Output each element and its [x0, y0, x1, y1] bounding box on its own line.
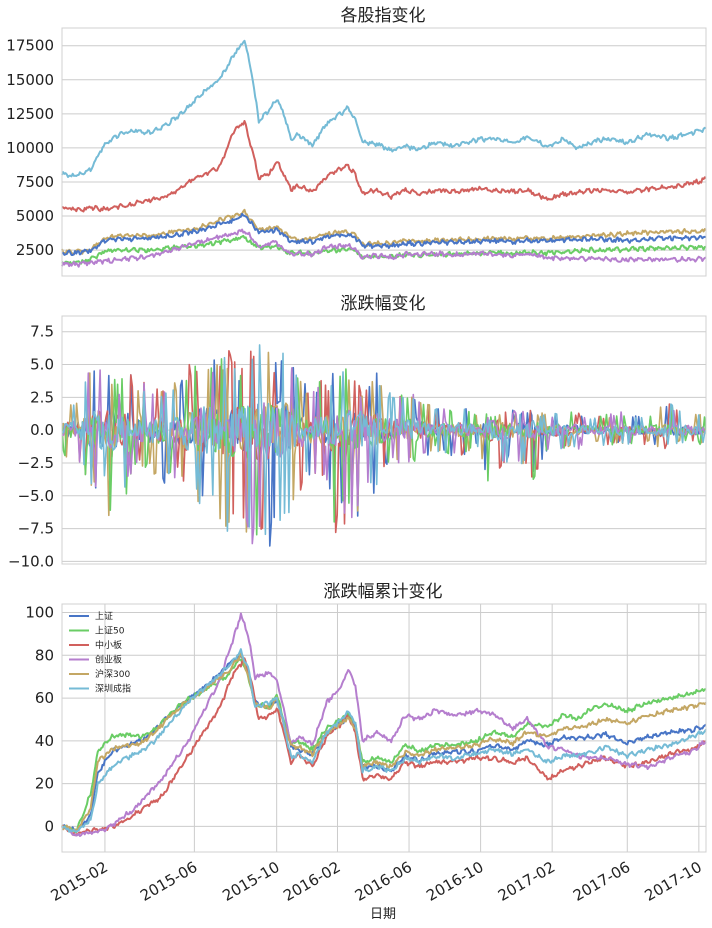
plot-frame	[61, 27, 707, 277]
y-tick-label: 15000	[6, 71, 54, 89]
y-tick-label: 10000	[6, 139, 54, 157]
change-panel: 涨跌幅变化 −10.0 −7.5 −5.0 −2.5 0.0 2.5 5.0 7.5	[8, 294, 707, 570]
y-tick-label: 100	[25, 604, 54, 622]
x-tick-label: 2017-10	[642, 858, 705, 905]
series-line-series-1	[61, 658, 707, 834]
series-line-sz_comp	[62, 344, 706, 536]
y-tick-label: 80	[35, 646, 54, 664]
series-line-cyb	[61, 228, 707, 268]
legend-label: 中小板	[95, 639, 122, 651]
y-tick-label: −2.5	[18, 454, 54, 472]
y-tick-label: 5000	[16, 207, 54, 225]
y-tick-label: −10.0	[8, 552, 54, 570]
legend-label: 上证50	[95, 626, 125, 637]
series-line-sh_comp	[61, 212, 707, 256]
x-tick-label: 2015-10	[219, 858, 282, 905]
legend-label: 上证	[95, 611, 113, 622]
series-line-zxb	[61, 120, 707, 213]
x-tick-label: 2015-02	[48, 858, 111, 905]
x-tick-label: 2016-10	[423, 858, 486, 905]
price-panel: 各股指变化 2500 5000 7500 10000 12500 15000 17500	[6, 6, 707, 277]
x-axis-label: 日期	[370, 907, 396, 922]
y-tick-label: 7.5	[30, 323, 54, 341]
series-line-series-5	[61, 648, 707, 833]
y-tick-label: 20	[35, 775, 54, 793]
series-line-series-4	[61, 652, 707, 832]
y-tick-label: 2.5	[30, 388, 54, 406]
y-tick-label: 0.0	[30, 421, 54, 439]
y-tick-label: −5.0	[18, 487, 54, 505]
y-tick-label: 60	[35, 689, 54, 707]
y-tick-label: 5.0	[30, 356, 54, 374]
x-tick-label: 2016-06	[352, 858, 415, 905]
y-tick-label: 17500	[6, 37, 54, 55]
y-tick-label: 40	[35, 732, 54, 750]
x-tick-label: 2016-02	[280, 858, 343, 905]
series-group	[62, 344, 706, 547]
y-tick-label: 2500	[16, 241, 54, 259]
legend-label: 沪深300	[95, 668, 130, 680]
x-tick-label: 2015-06	[137, 858, 200, 905]
x-tick-label: 2017-02	[495, 858, 558, 905]
legend-label: 创业板	[95, 654, 122, 666]
legend-label: 深圳成指	[95, 683, 131, 695]
cumulative-panel: 涨跌幅累计变化 0 20 40 60 80 100 2015-02 2015-06 2015-1…	[25, 582, 707, 905]
series-line-series-3	[61, 612, 707, 837]
price-panel-title: 各股指变化	[341, 6, 426, 26]
y-tick-label: −7.5	[18, 520, 54, 538]
series-line-sz50	[61, 234, 707, 266]
x-tick-label: 2017-06	[570, 858, 633, 905]
cumulative-panel-title: 涨跌幅累计变化	[324, 582, 443, 602]
y-tick-label: 12500	[6, 105, 54, 123]
series-line-sz_comp	[61, 39, 707, 178]
change-panel-title: 涨跌幅变化	[341, 294, 426, 314]
y-tick-label: 7500	[16, 173, 54, 191]
y-tick-label: 0	[44, 817, 54, 835]
plot-frame	[61, 315, 707, 565]
plot-frame	[61, 603, 707, 853]
plot-area	[62, 604, 706, 852]
